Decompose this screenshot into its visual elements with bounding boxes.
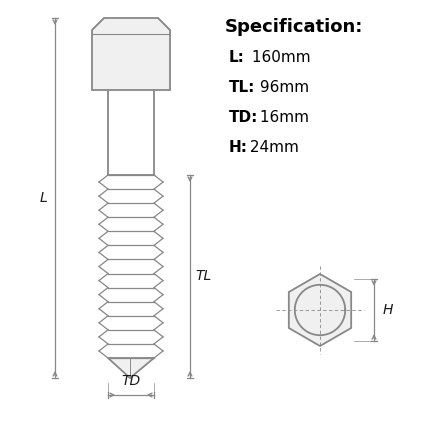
Text: TD: TD: [121, 374, 141, 388]
Text: L: L: [39, 191, 47, 205]
Text: 16mm: 16mm: [255, 110, 309, 125]
Text: L:: L:: [229, 50, 245, 65]
Text: TD:: TD:: [229, 110, 258, 125]
Text: 160mm: 160mm: [247, 50, 311, 65]
Polygon shape: [289, 274, 351, 346]
Text: 24mm: 24mm: [245, 140, 299, 155]
Text: 96mm: 96mm: [255, 80, 309, 95]
Text: H:: H:: [229, 140, 248, 155]
Text: Specification:: Specification:: [225, 18, 363, 36]
Text: TL:: TL:: [229, 80, 256, 95]
Text: H: H: [383, 303, 393, 317]
Polygon shape: [92, 18, 170, 90]
Polygon shape: [108, 358, 154, 378]
Text: TL: TL: [196, 269, 212, 283]
